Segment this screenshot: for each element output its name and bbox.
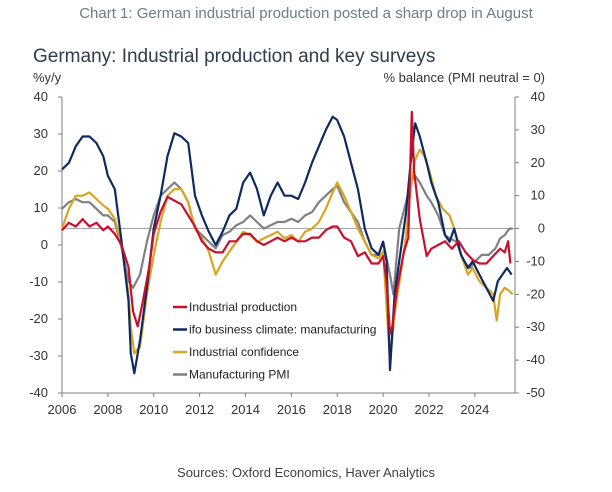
right-tick-label: 20 [531, 155, 545, 170]
left-tick-label: 0 [41, 237, 48, 252]
right-tick-label: 0 [538, 221, 545, 236]
left-tick-label: -30 [29, 348, 48, 363]
series-line-industrial-confidence [60, 148, 514, 362]
legend-label: Industrial confidence [189, 345, 299, 359]
left-tick-label: 40 [34, 89, 48, 104]
left-tick-label: -10 [29, 274, 48, 289]
legend-label: ifo business climate: manufacturing [189, 323, 376, 337]
x-tick-label: 2018 [323, 402, 352, 417]
right-tick-label: 30 [531, 122, 545, 137]
x-tick-label: 2010 [139, 402, 168, 417]
source-note: Sources: Oxford Economics, Haver Analyti… [177, 465, 435, 480]
legend-label: Manufacturing PMI [189, 368, 290, 382]
x-tick-label: 2008 [93, 402, 122, 417]
chart-title: Germany: Industrial production and key s… [33, 46, 435, 67]
left-tick-label: -40 [29, 385, 48, 400]
right-tick-label: 40 [531, 89, 545, 104]
series-lines [60, 110, 514, 375]
series-line-industrial-production [61, 110, 512, 335]
x-tick-label: 2014 [231, 402, 260, 417]
series-line-ifo-business-climate-manufacturing [61, 115, 513, 375]
x-tick-label: 2012 [185, 402, 214, 417]
axes: 403020100-10-20-30-40403020100-10-20-30-… [29, 89, 545, 417]
left-tick-label: 10 [34, 200, 48, 215]
x-tick-label: 2022 [415, 402, 444, 417]
x-tick-label: 2024 [460, 402, 489, 417]
left-tick-label: 30 [34, 126, 48, 141]
chart-caption: Chart 1: German industrial production po… [79, 5, 533, 22]
left-tick-label: -20 [29, 311, 48, 326]
right-tick-label: -20 [526, 286, 545, 301]
right-tick-label: -50 [526, 385, 545, 400]
legend: Industrial production ifo business climat… [173, 300, 376, 382]
left-axis-label: %y/y [33, 70, 62, 85]
right-tick-label: -10 [526, 253, 545, 268]
legend-label: Industrial production [189, 300, 297, 314]
x-tick-label: 2006 [48, 402, 77, 417]
right-tick-label: 10 [531, 188, 545, 203]
right-tick-label: -40 [526, 352, 545, 367]
x-tick-label: 2020 [369, 402, 398, 417]
right-tick-label: -30 [526, 319, 545, 334]
x-tick-label: 2016 [277, 402, 306, 417]
right-axis-label: % balance (PMI neutral = 0) [384, 70, 546, 85]
left-tick-label: 20 [34, 163, 48, 178]
